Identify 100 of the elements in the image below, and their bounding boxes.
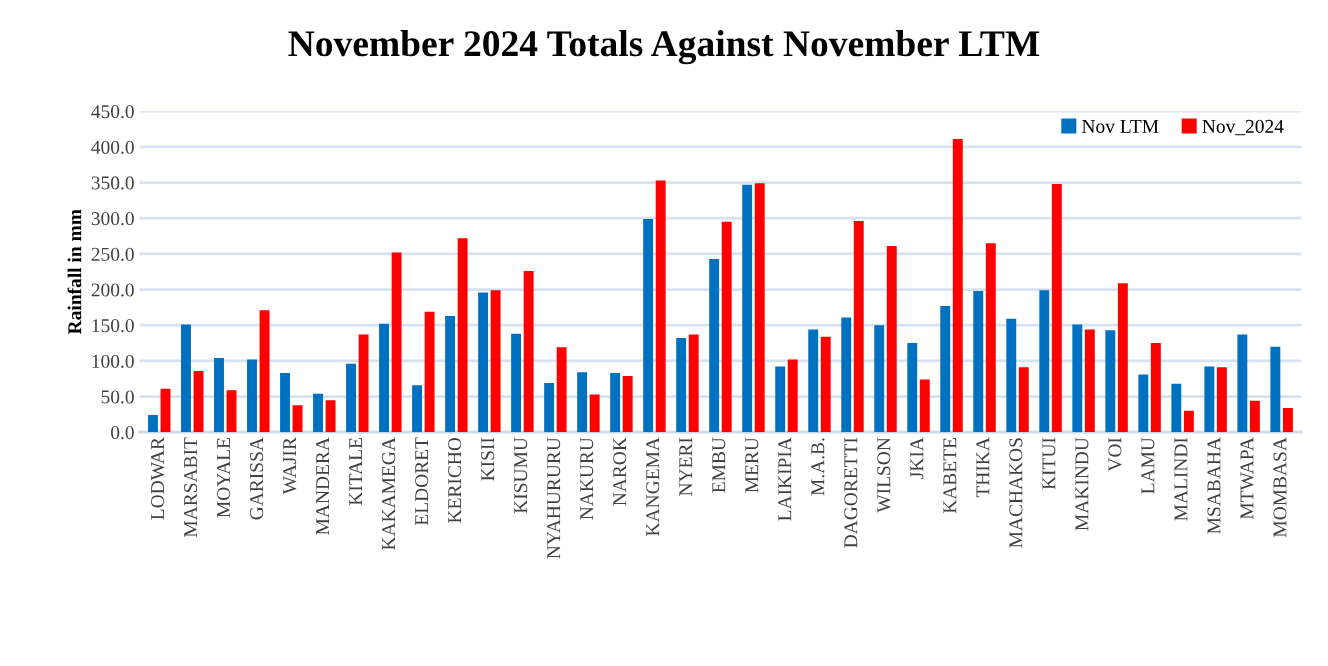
bar (841, 317, 852, 433)
x-tick-label: KISII (481, 437, 495, 481)
bar (1282, 407, 1293, 433)
x-tick-label: MOYALE (217, 438, 231, 518)
bar (280, 373, 290, 433)
x-tick-label: NYAHURURU (547, 437, 561, 559)
bar (1183, 410, 1194, 433)
bar (1072, 324, 1083, 433)
x-tick-label: MTWAPA (1240, 437, 1254, 520)
bar (886, 246, 897, 433)
bar (148, 415, 158, 433)
bar (1150, 343, 1161, 433)
y-tick-label: 250.0 (91, 247, 134, 261)
bar (952, 139, 963, 433)
y-axis-title: Rainfall in mm (67, 209, 82, 335)
bar (643, 218, 654, 433)
x-tick-label: KITALE (349, 438, 362, 506)
bar (226, 390, 237, 433)
bar (292, 405, 303, 433)
x-tick-label: GARISSA (250, 437, 264, 520)
bar (1105, 330, 1116, 433)
bar (1249, 400, 1260, 433)
bar (247, 359, 257, 433)
x-tick-label: NAROK (613, 437, 627, 506)
x-tick-label: MANDERA (316, 437, 330, 535)
bar (1216, 367, 1227, 433)
y-tick-label: 350.0 (91, 176, 134, 190)
bar (325, 400, 336, 433)
x-tick-label: EMBU (712, 437, 726, 493)
x-tick-label: MALINDI (1174, 437, 1188, 521)
bar (160, 388, 171, 433)
x-tick-label: LODWAR (151, 437, 165, 520)
chart-title: November 2024 Totals Against November LTM (288, 29, 1040, 65)
bar (478, 292, 489, 433)
bar (874, 325, 885, 433)
x-tick-label: MACHAKOS (1009, 438, 1023, 548)
x-tick-label: KAKAMEGA (382, 437, 396, 550)
x-tick-label: MERU (745, 437, 759, 493)
bar (754, 183, 765, 433)
bar (424, 311, 435, 433)
x-tick-label: NAKURU (580, 437, 594, 520)
x-tick-label: WAJIR (283, 437, 297, 495)
bar (1237, 334, 1248, 433)
y-tick-label: 200.0 (91, 283, 134, 297)
bar (556, 347, 567, 433)
x-tick-label: MAKINDU (1075, 437, 1089, 531)
bar (193, 370, 204, 433)
bar (709, 258, 720, 433)
bar (1006, 318, 1017, 433)
bar (610, 373, 621, 433)
bar (490, 290, 501, 433)
x-tick-label: M.A.B. (811, 438, 825, 496)
bar (1117, 283, 1128, 433)
bar (1270, 346, 1281, 433)
bar (985, 243, 996, 433)
x-tick-label: WILSON (877, 437, 891, 513)
bar (973, 290, 984, 433)
y-tick-label: 450.0 (91, 105, 134, 119)
legend-label: Nov LTM (1082, 119, 1159, 133)
x-tick-label: VOI (1108, 437, 1122, 472)
bar (676, 338, 687, 433)
y-tick-label: 50.0 (101, 390, 134, 404)
bar (919, 379, 930, 433)
bar (457, 238, 468, 433)
x-tick-label: KITUI (1042, 437, 1056, 490)
x-tick-label: MSABAHA (1207, 437, 1221, 534)
bar (346, 363, 356, 433)
bar (721, 221, 732, 433)
bar (358, 334, 369, 433)
bar (589, 394, 600, 433)
x-tick-label: THIKA (976, 437, 990, 498)
y-tick-label: 150.0 (92, 319, 134, 333)
bar (214, 358, 224, 433)
bar (907, 343, 918, 433)
x-tick-label: NYERI (679, 437, 693, 496)
bar (808, 329, 819, 433)
bar (655, 180, 666, 433)
bar (775, 366, 786, 433)
bar (1039, 290, 1050, 433)
bar (940, 305, 951, 433)
y-tick-label: 0.0 (111, 426, 134, 440)
bar (1204, 366, 1215, 433)
bar (544, 383, 555, 433)
legend-label: Nov_2024 (1202, 119, 1284, 136)
bar (688, 334, 699, 433)
bar (820, 336, 831, 433)
bar (853, 221, 864, 433)
bar (1171, 383, 1182, 433)
x-tick-label: JKIA (910, 437, 924, 479)
bar (412, 385, 423, 433)
y-tick-label: 400.0 (91, 140, 134, 154)
bar (523, 271, 534, 433)
x-tick-label: MARSABIT (184, 437, 198, 538)
x-tick-label: ELDORET (415, 437, 429, 526)
bar (1018, 367, 1029, 433)
bar (787, 359, 798, 433)
x-tick-label: LAIKIPIA (778, 437, 792, 521)
x-tick-label: KISUMU (514, 437, 528, 514)
bar (1051, 183, 1062, 433)
x-tick-label: KABETE (943, 438, 957, 514)
